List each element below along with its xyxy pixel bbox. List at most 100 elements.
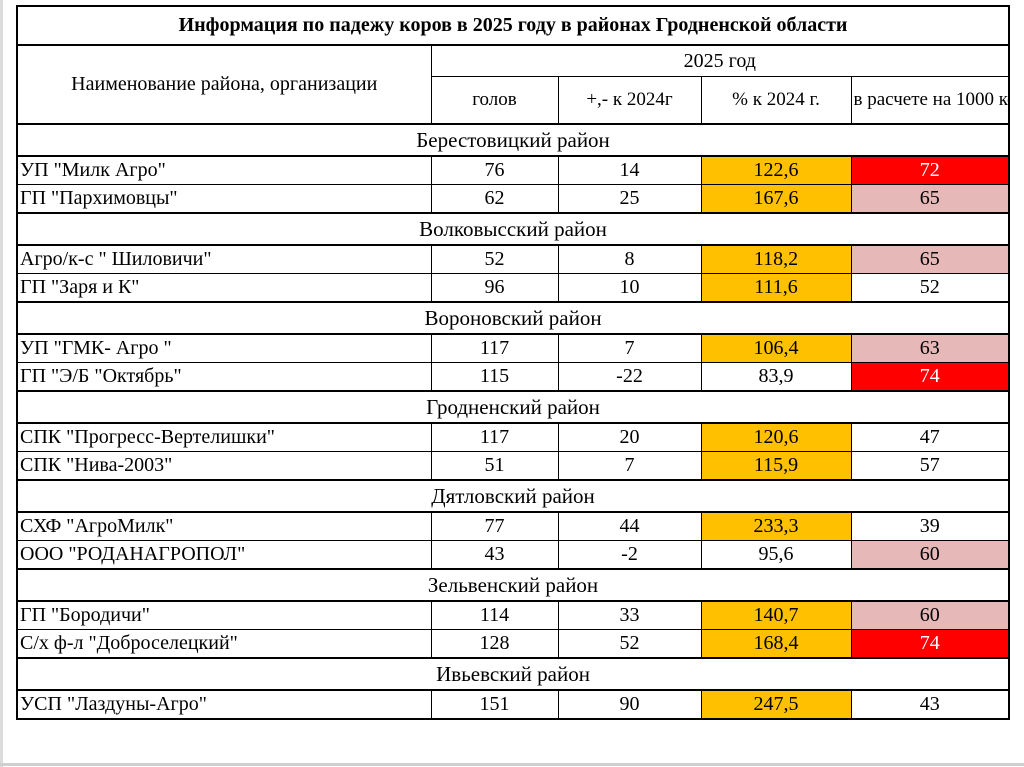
per1000-value: 74 — [850, 629, 1010, 659]
org-name: Агро/к-с " Шиловичи" — [16, 244, 432, 274]
column-header-per1000: в расчете на 1000 коров — [850, 76, 1010, 125]
heads-value: 117 — [430, 333, 559, 363]
pct-value: 106,4 — [700, 333, 852, 363]
org-name: ГП "Бородичи" — [16, 600, 432, 630]
org-name: СПК "Нива-2003" — [16, 451, 432, 481]
table-title-row: Информация по падежу коров в 2025 году в… — [16, 5, 1010, 46]
header-row-year: Наименование района, организации 2025 го… — [16, 44, 1010, 125]
table-row: СХФ "АгроМилк" 77 44 233,3 39 — [16, 511, 1010, 541]
table-row: ГП "Э/Б "Октябрь" 115 -22 83,9 74 — [16, 362, 1010, 392]
table-row: ООО "РОДАНАГРОПОЛ" 43 -2 95,6 60 — [16, 540, 1010, 570]
pct-value: 122,6 — [700, 155, 852, 185]
pct-value: 115,9 — [700, 451, 852, 481]
table-row: ГП "Пархимовцы" 62 25 167,6 65 — [16, 184, 1010, 214]
slide-bottom-edge — [0, 763, 1024, 766]
table-title: Информация по падежу коров в 2025 году в… — [16, 5, 1010, 46]
table-row: ГП "Бородичи" 114 33 140,7 60 — [16, 600, 1010, 630]
delta-value: 8 — [557, 244, 702, 274]
pct-value: 83,9 — [700, 362, 852, 392]
district-header-row: Зельвенский район — [16, 568, 1010, 602]
district-name: Ивьевский район — [16, 657, 1010, 691]
heads-value: 51 — [430, 451, 559, 481]
table-row: УП "Милк Агро" 76 14 122,6 72 — [16, 155, 1010, 185]
table-row: С/х ф-л "Доброселецкий" 128 52 168,4 74 — [16, 629, 1010, 659]
district-header-row: Волковысский район — [16, 212, 1010, 246]
org-name: ГП "Заря и К" — [16, 273, 432, 303]
per1000-value: 57 — [850, 451, 1010, 481]
pct-value: 167,6 — [700, 184, 852, 214]
pct-value: 140,7 — [700, 600, 852, 630]
column-header-delta: +,- к 2024г — [557, 76, 702, 125]
district-header-row: Гродненский район — [16, 390, 1010, 424]
table-row: СПК "Нива-2003" 51 7 115,9 57 — [16, 451, 1010, 481]
pct-value: 168,4 — [700, 629, 852, 659]
delta-value: -22 — [557, 362, 702, 392]
delta-value: 10 — [557, 273, 702, 303]
table-row: СПК "Прогресс-Вертелишки" 117 20 120,6 4… — [16, 422, 1010, 452]
per1000-value: 65 — [850, 184, 1010, 214]
delta-value: 52 — [557, 629, 702, 659]
pct-value: 95,6 — [700, 540, 852, 570]
per1000-value: 65 — [850, 244, 1010, 274]
district-header-row: Дятловский район — [16, 479, 1010, 513]
table-row: УП "ГМК- Агро " 117 7 106,4 63 — [16, 333, 1010, 363]
per1000-value: 72 — [850, 155, 1010, 185]
per1000-value: 43 — [850, 689, 1010, 720]
delta-value: 44 — [557, 511, 702, 541]
per1000-value: 39 — [850, 511, 1010, 541]
heads-value: 117 — [430, 422, 559, 452]
district-header-row: Вороновский район — [16, 301, 1010, 335]
pct-value: 111,6 — [700, 273, 852, 303]
cow-mortality-table: Информация по падежу коров в 2025 году в… — [16, 5, 1011, 720]
delta-value: 7 — [557, 333, 702, 363]
org-name: УП "ГМК- Агро " — [16, 333, 432, 363]
delta-value: -2 — [557, 540, 702, 570]
district-name: Волковысский район — [16, 212, 1010, 246]
org-name: УСП "Лаздуны-Агро" — [16, 689, 432, 720]
org-name: С/х ф-л "Доброселецкий" — [16, 629, 432, 659]
org-name: СХФ "АгроМилк" — [16, 511, 432, 541]
column-header-name: Наименование района, организации — [16, 44, 432, 125]
table-row: Агро/к-с " Шиловичи" 52 8 118,2 65 — [16, 244, 1010, 274]
org-name: СПК "Прогресс-Вертелишки" — [16, 422, 432, 452]
per1000-value: 47 — [850, 422, 1010, 452]
per1000-value: 74 — [850, 362, 1010, 392]
column-group-2025: 2025 год — [430, 44, 1010, 77]
table-row: ГП "Заря и К" 96 10 111,6 52 — [16, 273, 1010, 303]
column-header-heads: голов — [430, 76, 559, 125]
slide-left-edge — [0, 0, 3, 767]
column-header-pct: % к 2024 г. — [700, 76, 852, 125]
heads-value: 128 — [430, 629, 559, 659]
per1000-value: 60 — [850, 600, 1010, 630]
org-name: ГП "Пархимовцы" — [16, 184, 432, 214]
heads-value: 77 — [430, 511, 559, 541]
delta-value: 90 — [557, 689, 702, 720]
heads-value: 52 — [430, 244, 559, 274]
per1000-value: 52 — [850, 273, 1010, 303]
heads-value: 62 — [430, 184, 559, 214]
district-header-row: Ивьевский район — [16, 657, 1010, 691]
heads-value: 96 — [430, 273, 559, 303]
delta-value: 25 — [557, 184, 702, 214]
district-header-row: Берестовицкий район — [16, 123, 1010, 157]
district-name: Зельвенский район — [16, 568, 1010, 602]
district-name: Вороновский район — [16, 301, 1010, 335]
org-name: УП "Милк Агро" — [16, 155, 432, 185]
delta-value: 20 — [557, 422, 702, 452]
heads-value: 43 — [430, 540, 559, 570]
delta-value: 7 — [557, 451, 702, 481]
district-name: Гродненский район — [16, 390, 1010, 424]
heads-value: 151 — [430, 689, 559, 720]
pct-value: 120,6 — [700, 422, 852, 452]
delta-value: 14 — [557, 155, 702, 185]
district-name: Берестовицкий район — [16, 123, 1010, 157]
org-name: ГП "Э/Б "Октябрь" — [16, 362, 432, 392]
pct-value: 118,2 — [700, 244, 852, 274]
per1000-value: 63 — [850, 333, 1010, 363]
org-name: ООО "РОДАНАГРОПОЛ" — [16, 540, 432, 570]
table-row: УСП "Лаздуны-Агро" 151 90 247,5 43 — [16, 689, 1010, 720]
heads-value: 115 — [430, 362, 559, 392]
delta-value: 33 — [557, 600, 702, 630]
heads-value: 76 — [430, 155, 559, 185]
